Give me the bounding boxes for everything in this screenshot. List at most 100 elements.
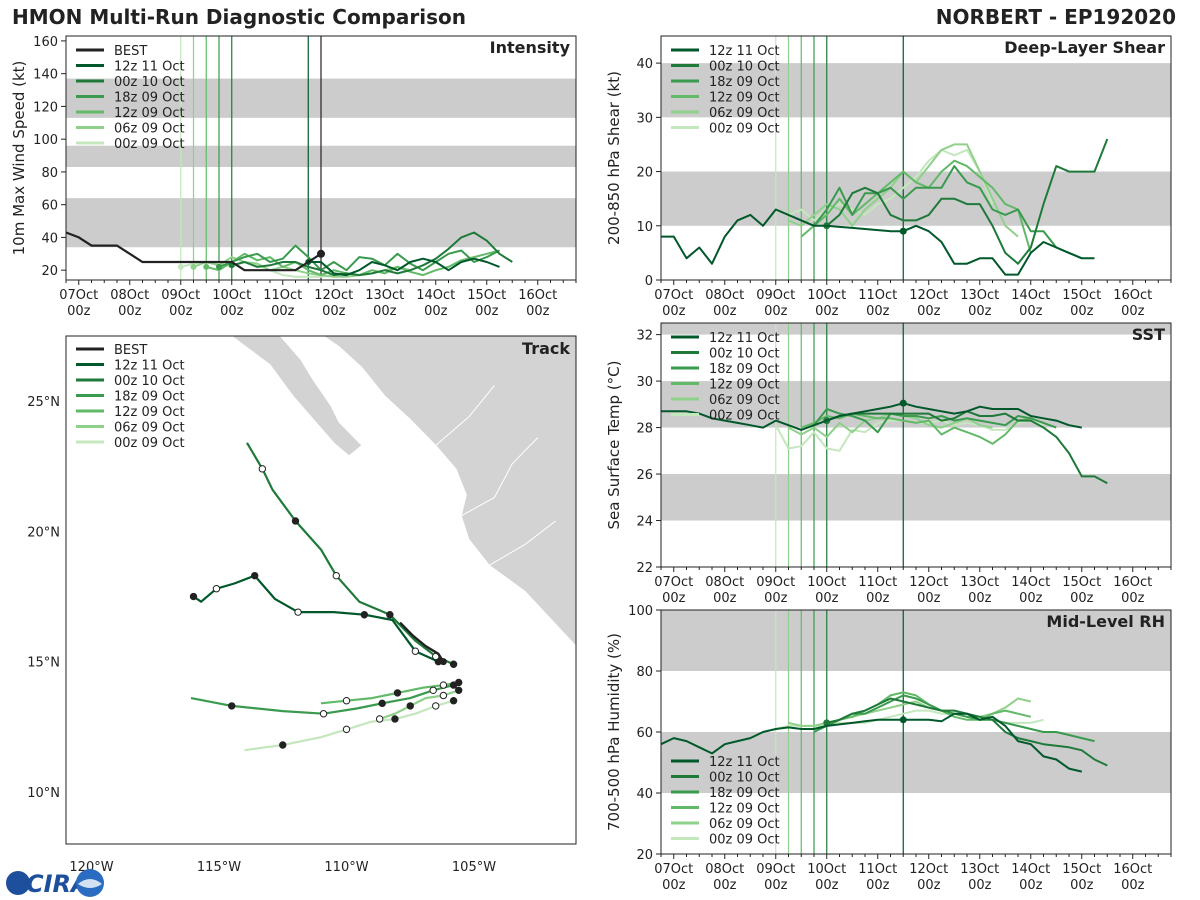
rh-chart: 2040608010007Oct00z08Oct00z09Oct00z10Oct… [605, 604, 1171, 893]
legend-label: 00z 09 Oct [709, 833, 780, 848]
x-tick-label-hour: 00z [424, 304, 448, 319]
x-tick-label-hour: 00z [1121, 878, 1145, 893]
y-axis-label: 700-500 hPa Humidity (%) [605, 633, 623, 831]
y-tick-label: 80 [636, 665, 653, 680]
x-tick-label-date: 11Oct [858, 575, 897, 590]
legend-label: 00z 09 Oct [709, 409, 780, 424]
x-tick-label-hour: 00z [968, 591, 992, 606]
y-tick-label: 10 [636, 220, 653, 235]
x-tick-label-hour: 00z [1019, 878, 1043, 893]
y-tick-label: 140 [33, 68, 58, 83]
x-tick-label-hour: 00z [1070, 878, 1094, 893]
x-tick-label-hour: 00z [968, 878, 992, 893]
y-tick-label: 30 [636, 111, 653, 126]
track-point [379, 700, 385, 706]
y-tick-label: 120 [33, 100, 58, 115]
track-point [343, 726, 349, 732]
y-tick-label: 40 [636, 787, 653, 802]
legend-label: 00z 10 Oct [709, 347, 780, 362]
lat-label: 10°N [27, 786, 60, 801]
y-tick-label: 20 [41, 264, 58, 279]
x-tick-label-hour: 00z [322, 304, 346, 319]
track-point [456, 679, 462, 685]
map-area [190, 336, 576, 750]
x-tick-label-hour: 00z [662, 591, 686, 606]
y-axis-label: Sea Surface Temp (°C) [605, 360, 623, 529]
y-tick-label: 20 [636, 166, 653, 181]
track-point [392, 716, 398, 722]
x-tick-label-hour: 00z [662, 878, 686, 893]
x-tick-label-date: 11Oct [263, 288, 302, 303]
track-point [229, 703, 235, 709]
track-point [320, 711, 326, 717]
track-point [292, 518, 298, 524]
track-point [213, 585, 219, 591]
x-tick-label-hour: 00z [764, 304, 788, 319]
track-point [361, 612, 367, 618]
x-tick-label-date: 08Oct [705, 862, 744, 877]
x-tick-label-hour: 00z [815, 591, 839, 606]
x-tick-label-date: 15Oct [467, 288, 506, 303]
land-baja [232, 336, 362, 456]
x-tick-label-date: 10Oct [807, 288, 846, 303]
track-line-00z-09-Oct [245, 701, 454, 751]
sst-chart: 22242628303207Oct00z08Oct00z09Oct00z10Oc… [605, 323, 1171, 606]
y-axis-label: 200-850 hPa Shear (kt) [605, 71, 623, 245]
y-tick-label: 20 [636, 848, 653, 863]
x-tick-label-hour: 00z [866, 878, 890, 893]
legend-label: 00z 09 Oct [114, 436, 185, 451]
x-tick-label-date: 07Oct [654, 575, 693, 590]
x-tick-label-date: 09Oct [756, 862, 795, 877]
x-tick-label-date: 11Oct [858, 288, 897, 303]
x-tick-label-date: 08Oct [705, 575, 744, 590]
panel-title: Track [522, 339, 570, 358]
legend-label: BEST [114, 44, 147, 59]
run-start-marker [191, 264, 197, 270]
legend-label: 12z 09 Oct [709, 802, 780, 817]
x-tick-label-date: 16Oct [518, 288, 557, 303]
x-tick-label-hour: 00z [764, 878, 788, 893]
legend-label: 00z 09 Oct [114, 137, 185, 152]
y-tick-label: 60 [636, 726, 653, 741]
x-tick-label-date: 15Oct [1062, 288, 1101, 303]
track-point [450, 661, 456, 667]
legend-label: 18z 09 Oct [709, 362, 780, 377]
shade-band [661, 474, 1171, 520]
track-point [387, 612, 393, 618]
legend-label: BEST [114, 343, 147, 358]
legend-label: 00z 09 Oct [709, 122, 780, 137]
x-tick-label-date: 14Oct [1011, 288, 1050, 303]
legend-label: 00z 10 Oct [114, 75, 185, 90]
x-tick-label-date: 15Oct [1062, 575, 1101, 590]
y-axis-label: 10m Max Wind Speed (kt) [10, 61, 28, 256]
panel-title: Intensity [490, 38, 571, 57]
y-tick-label: 24 [636, 515, 653, 530]
x-tick-label-date: 10Oct [807, 862, 846, 877]
x-tick-label-hour: 00z [475, 304, 499, 319]
track-point [407, 703, 413, 709]
lat-label: 20°N [27, 525, 60, 540]
x-tick-label-hour: 00z [526, 304, 550, 319]
legend-label: 12z 11 Oct [709, 44, 780, 59]
legend-label: 12z 09 Oct [114, 405, 185, 420]
y-tick-label: 100 [628, 604, 653, 619]
y-tick-label: 100 [33, 133, 58, 148]
x-tick-label-date: 07Oct [654, 288, 693, 303]
panel-title: Deep-Layer Shear [1004, 38, 1165, 57]
legend-label: 18z 09 Oct [114, 390, 185, 405]
x-tick-label-date: 11Oct [858, 862, 897, 877]
y-tick-label: 32 [636, 329, 653, 344]
lon-label: 105°W [452, 860, 496, 875]
y-tick-label: 30 [636, 375, 653, 390]
x-tick-label-hour: 00z [1121, 591, 1145, 606]
y-tick-label: 0 [645, 274, 653, 289]
x-tick-label-date: 13Oct [960, 575, 999, 590]
x-tick-label-date: 08Oct [705, 288, 744, 303]
x-tick-label-hour: 00z [271, 304, 295, 319]
y-tick-label: 22 [636, 561, 653, 576]
legend-label: 12z 09 Oct [709, 378, 780, 393]
legend-label: 12z 11 Oct [114, 60, 185, 75]
x-tick-label-hour: 00z [67, 304, 91, 319]
panel-title: Mid-Level RH [1046, 612, 1165, 631]
x-tick-label-hour: 00z [1070, 591, 1094, 606]
